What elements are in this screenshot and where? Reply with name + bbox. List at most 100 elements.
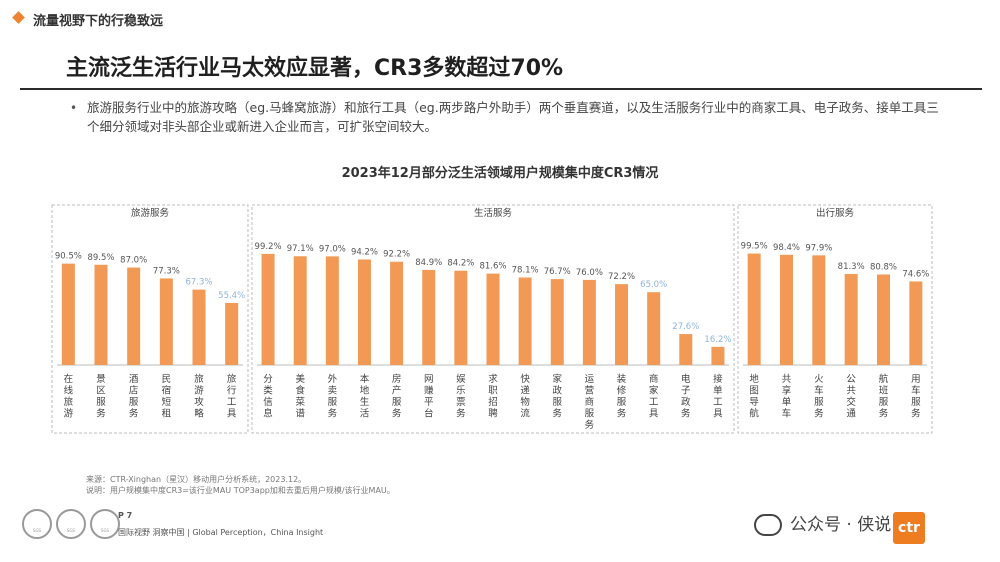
bar (518, 277, 532, 365)
group-box-2 (737, 204, 933, 434)
category-label: 民宿短租 (162, 374, 172, 420)
data-label: 94.2% (351, 247, 378, 257)
data-label: 92.2% (383, 250, 410, 260)
wechat-label: 公众号 · 侠说 (790, 515, 892, 535)
category-label: 地图导航 (749, 373, 759, 420)
source-note: 来源：CTR-Xinghan（星汉）移动用户分析系统，2023.12。 (86, 475, 307, 484)
category-label: 景区服务 (96, 374, 106, 420)
category-label: 旅游攻略 (194, 373, 204, 420)
category-label: 公共交通 (846, 374, 856, 420)
footer-tagline: 国际视野 洞察中国 | Global Perception，China Insi… (118, 528, 324, 537)
bar (711, 346, 725, 365)
data-label: 27.6% (672, 322, 699, 332)
category-label: 分类信息 (263, 374, 273, 420)
category-label: 接单工具 (713, 373, 723, 420)
group-label: 旅游服务 (131, 207, 170, 219)
chart-title: 2023年12月部分泛生活领域用户规模集中度CR3情况 (341, 166, 659, 181)
data-label: 76.7% (544, 267, 571, 277)
wechat-watermark: 公众号 · 侠说 (754, 510, 891, 536)
data-label: 74.6% (902, 269, 929, 279)
data-label: 98.4% (773, 243, 800, 253)
bar (94, 264, 108, 365)
category-label: 运营商服务 (585, 374, 595, 431)
section-title: 流量视野下的行稳致远 (33, 14, 164, 29)
top-bar: 流量视野下的行稳致远 (0, 0, 1000, 40)
category-label: 娱乐票务 (456, 373, 466, 420)
title-divider (20, 88, 982, 90)
bullet-text: 旅游服务行业中的旅游攻略（eg.马蜂窝旅游）和旅行工具（eg.两步路户外助手）两… (87, 100, 939, 134)
data-label: 65.0% (640, 280, 667, 290)
bar (293, 256, 307, 365)
bar (844, 273, 858, 365)
bar (192, 289, 206, 365)
group-box-1 (251, 204, 735, 434)
bar (550, 279, 564, 365)
category-label: 电子政务 (681, 373, 691, 420)
data-label: 89.5% (87, 253, 114, 263)
bar (909, 281, 923, 365)
ctr-logo: ctr (893, 512, 925, 544)
data-label: 76.0% (576, 268, 603, 278)
bar (582, 279, 596, 365)
bullet-icon: • (70, 101, 78, 115)
bar (325, 256, 339, 365)
data-label: 67.3% (185, 278, 212, 288)
bar (647, 292, 661, 365)
category-label: 航班服务 (879, 373, 889, 420)
bar (454, 270, 468, 365)
category-label: 美食菜谱 (295, 373, 305, 420)
data-label: 55.4% (218, 291, 245, 301)
category-label: 房产服务 (392, 373, 402, 420)
category-label: 酒店服务 (129, 374, 139, 420)
bar (127, 267, 141, 365)
data-label: 77.3% (153, 266, 180, 276)
data-label: 99.5% (741, 242, 768, 252)
bar (780, 254, 793, 365)
category-label: 求职招聘 (488, 373, 498, 420)
bar (225, 302, 239, 365)
category-label: 家政服务 (553, 373, 563, 420)
category-label: 在线旅游 (64, 373, 74, 420)
bar (877, 274, 890, 365)
category-label: 用车服务 (911, 374, 921, 420)
bar (812, 255, 826, 365)
data-label: 81.6% (479, 262, 506, 272)
data-label: 84.2% (447, 259, 474, 269)
sgs-seal-icon: SGS (22, 509, 52, 539)
bar (261, 253, 275, 365)
bar (747, 253, 761, 365)
wechat-icon (754, 514, 782, 536)
data-label: 84.9% (415, 258, 442, 268)
bar (679, 334, 693, 365)
category-label: 快递物流 (520, 373, 530, 420)
category-label: 旅行工具 (227, 373, 237, 420)
data-label: 78.1% (512, 266, 539, 276)
group-label: 生活服务 (474, 207, 513, 219)
data-label: 81.3% (838, 262, 865, 272)
category-label: 商家工具 (649, 373, 659, 420)
category-label: 外卖服务 (328, 373, 338, 420)
bar (357, 259, 371, 365)
data-label: 99.2% (255, 242, 282, 252)
data-label: 97.1% (287, 244, 314, 254)
bar (159, 278, 173, 365)
data-label: 90.5% (55, 252, 82, 262)
explain-note: 说明：用户规模集中度CR3=该行业MAU TOP3app加和去重后用户规模/该行… (86, 486, 395, 495)
slide-title: 主流泛生活行业马太效应显著，CR3多数超过70% (66, 56, 564, 81)
data-label: 87.0% (120, 256, 147, 266)
data-label: 97.0% (319, 244, 346, 254)
bar (615, 284, 629, 365)
sgs-seal-icon: SGS (90, 509, 120, 539)
data-label: 16.2% (704, 335, 731, 345)
group-label: 出行服务 (816, 207, 855, 219)
category-label: 共享单车 (782, 374, 792, 420)
bar (422, 269, 436, 365)
category-label: 网赚平台 (424, 374, 434, 420)
category-label: 本地生活 (360, 373, 370, 420)
bar (390, 261, 404, 365)
sgs-seal-icon: SGS (56, 509, 86, 539)
data-label: 80.8% (870, 263, 897, 273)
data-label: 97.9% (805, 243, 832, 253)
page-number: P 7 (118, 511, 133, 520)
